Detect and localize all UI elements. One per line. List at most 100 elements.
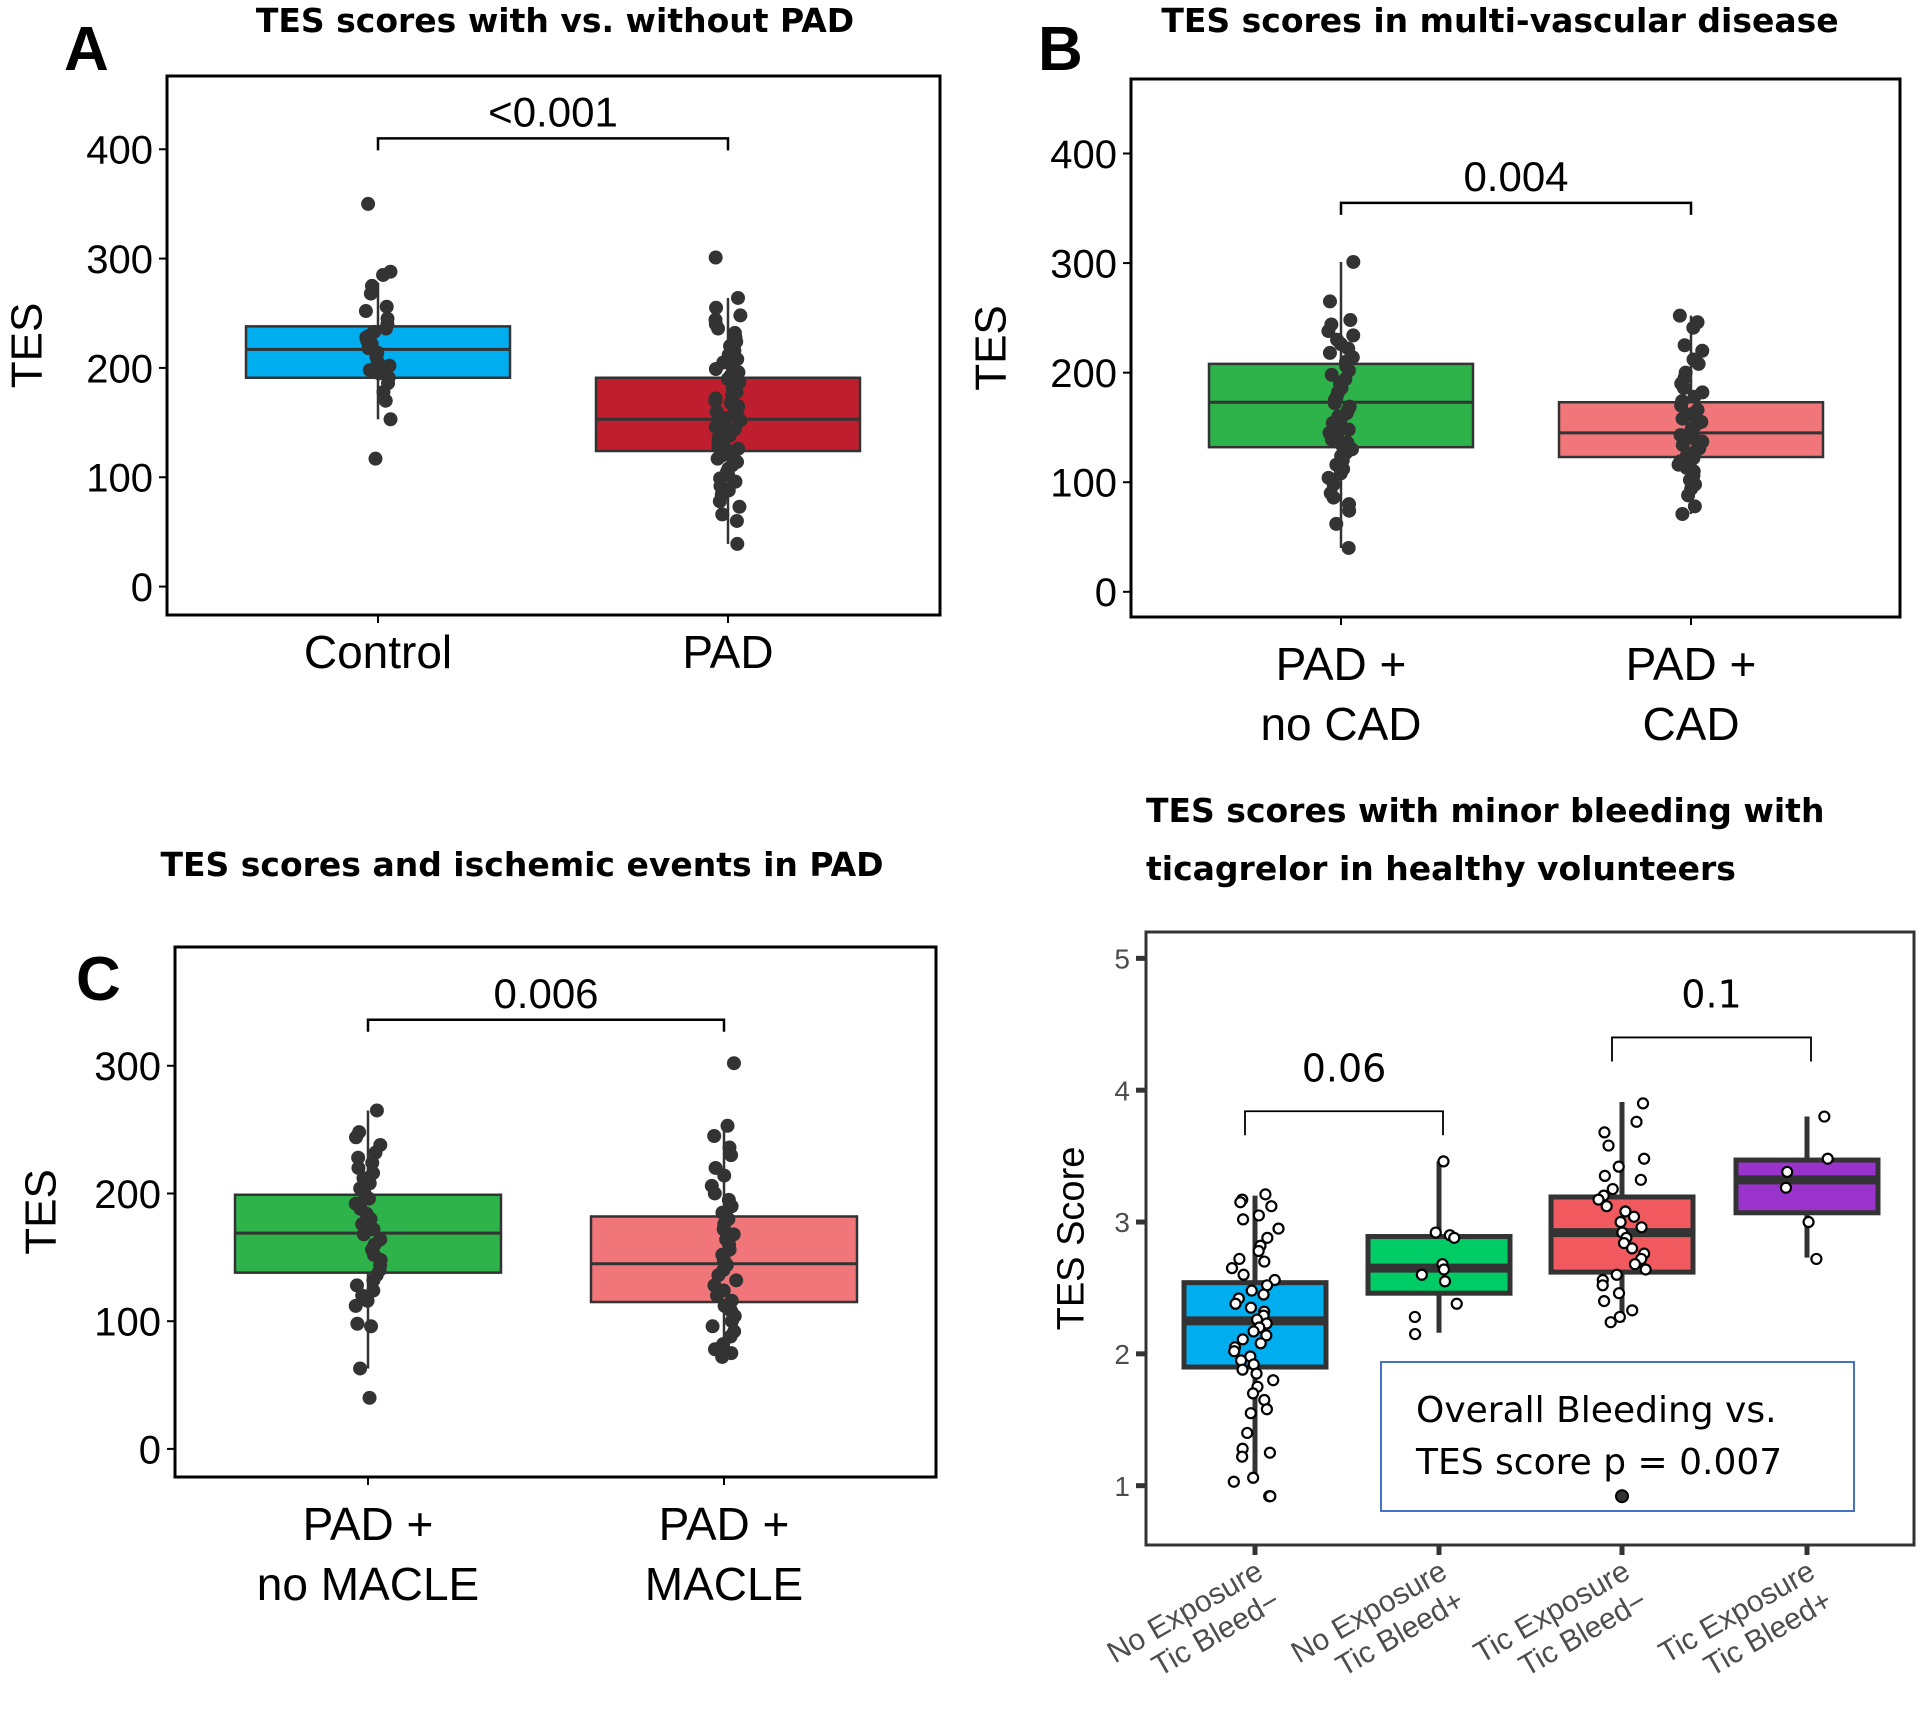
- x-tick-label: PAD +: [303, 1498, 434, 1550]
- y-tick-label: 0: [139, 1428, 161, 1472]
- data-point: [1324, 432, 1339, 447]
- data-point: [1234, 1196, 1247, 1209]
- data-point: [368, 451, 383, 466]
- data-point: [1627, 1210, 1641, 1223]
- data-point: [1341, 422, 1356, 437]
- data-point: [726, 1056, 741, 1071]
- data-point: [351, 1150, 366, 1165]
- data-point: [1802, 1215, 1815, 1229]
- y-tick-label: 200: [1050, 352, 1117, 396]
- data-point: [376, 267, 391, 282]
- significance-bracket: [1339, 201, 1693, 215]
- x-tick-label: PAD +: [659, 1498, 790, 1550]
- data-point: [1272, 1222, 1285, 1235]
- data-point: [1259, 1188, 1272, 1201]
- data-point: [1246, 1387, 1260, 1400]
- data-point: [1258, 1255, 1271, 1268]
- data-point: [1681, 488, 1696, 503]
- data-point: [378, 393, 393, 408]
- data-point: [1615, 1489, 1629, 1504]
- y-tick-label: 300: [1050, 242, 1117, 286]
- data-point: [705, 1319, 720, 1334]
- data-point: [1322, 345, 1337, 360]
- data-point: [1236, 1450, 1249, 1463]
- x-tick-label: no MACLE: [257, 1558, 479, 1610]
- plot-frame: [173, 945, 938, 1479]
- data-point: [720, 1118, 735, 1133]
- data-point: [711, 321, 726, 336]
- data-point: [1676, 380, 1691, 395]
- data-point: [730, 536, 745, 551]
- data-point: [1687, 389, 1702, 404]
- data-point: [365, 1155, 380, 1170]
- y-tick-label: 2: [1114, 1339, 1130, 1370]
- box-series-2: [1557, 308, 1825, 522]
- data-point: [1236, 1363, 1249, 1376]
- significance-bracket: [1244, 1110, 1444, 1136]
- panel-d-chart: 1 2 3 4 5 TES Score No ExposureTic Bleed− No Ex…: [1050, 930, 1916, 1699]
- x-tick-label: PAD: [682, 626, 773, 678]
- data-point: [1327, 396, 1342, 411]
- panel-a-letter: A: [64, 15, 109, 84]
- data-point: [1227, 1475, 1240, 1488]
- data-point: [729, 513, 744, 528]
- data-point: [1687, 499, 1702, 514]
- data-point: [1677, 338, 1692, 353]
- data-point: [1241, 1426, 1254, 1440]
- data-point: [1686, 320, 1701, 335]
- data-point: [1437, 1155, 1450, 1168]
- box-series-2: [589, 1056, 859, 1364]
- data-point: [729, 1273, 744, 1288]
- y-tick-label: 200: [86, 347, 153, 391]
- data-point: [1252, 1244, 1265, 1258]
- data-point: [733, 308, 748, 323]
- data-point: [379, 299, 394, 314]
- data-point: [1252, 1209, 1265, 1222]
- y-tick-label: 4: [1114, 1075, 1130, 1106]
- p-value-label: 0.06: [1302, 1046, 1387, 1090]
- box-iqr: [1733, 1157, 1881, 1216]
- data-point: [1450, 1297, 1463, 1310]
- data-point: [1821, 1152, 1834, 1165]
- panel-b-title: TES scores in multi-vascular disease: [1161, 1, 1838, 40]
- y-tick-label: 1: [1114, 1471, 1130, 1502]
- data-point: [1613, 1310, 1626, 1324]
- data-point: [731, 290, 746, 305]
- p-value-label: 0.1: [1681, 972, 1741, 1016]
- y-tick-label: 400: [86, 129, 153, 173]
- plot-frame: [1129, 77, 1902, 619]
- data-point: [1626, 1304, 1639, 1317]
- data-point: [707, 1186, 722, 1201]
- data-point: [348, 1298, 363, 1313]
- x-tick-label: Tic ExposureTic Bleed−: [1468, 1554, 1652, 1699]
- data-point: [1343, 313, 1358, 328]
- data-point: [1429, 1226, 1442, 1239]
- x-tick-label: No ExposureTic Bleed+: [1286, 1554, 1470, 1699]
- y-axis-title: TES Score: [1050, 1147, 1092, 1331]
- panel-d-title-line1: TES scores with minor bleeding with: [1146, 791, 1824, 830]
- panel-b-chart: 0 100 200 300 400 TES PAD + no CAD PAD + CAD 0.004: [966, 77, 1902, 750]
- box-series-2: [1365, 1155, 1513, 1341]
- box-series-1: [244, 196, 512, 466]
- data-point: [1236, 1213, 1250, 1226]
- data-point: [366, 1283, 381, 1298]
- y-axis-title: TES: [966, 305, 1015, 391]
- data-point: [1628, 1258, 1642, 1271]
- significance-bracket: [376, 137, 730, 151]
- panel-a-title: TES scores with vs. without PAD: [256, 1, 854, 40]
- data-point: [1625, 1242, 1639, 1255]
- data-point: [349, 1130, 364, 1145]
- data-point: [732, 499, 747, 514]
- data-point: [1598, 1169, 1611, 1182]
- data-point: [1265, 1200, 1278, 1213]
- data-point: [1247, 1471, 1260, 1484]
- panel-c-chart: 0 100 200 300 TES PAD + no MACLE PAD + MACLE 0.00…: [16, 945, 938, 1610]
- x-tick-label: No ExposureTic Bleed−: [1102, 1554, 1286, 1699]
- data-point: [1610, 1268, 1623, 1281]
- y-tick-label: 300: [86, 238, 153, 282]
- data-point: [379, 321, 394, 336]
- data-point: [712, 494, 727, 509]
- p-value-label: 0.004: [1463, 153, 1568, 200]
- data-point: [350, 1316, 365, 1331]
- y-axis-title: TES: [2, 303, 51, 389]
